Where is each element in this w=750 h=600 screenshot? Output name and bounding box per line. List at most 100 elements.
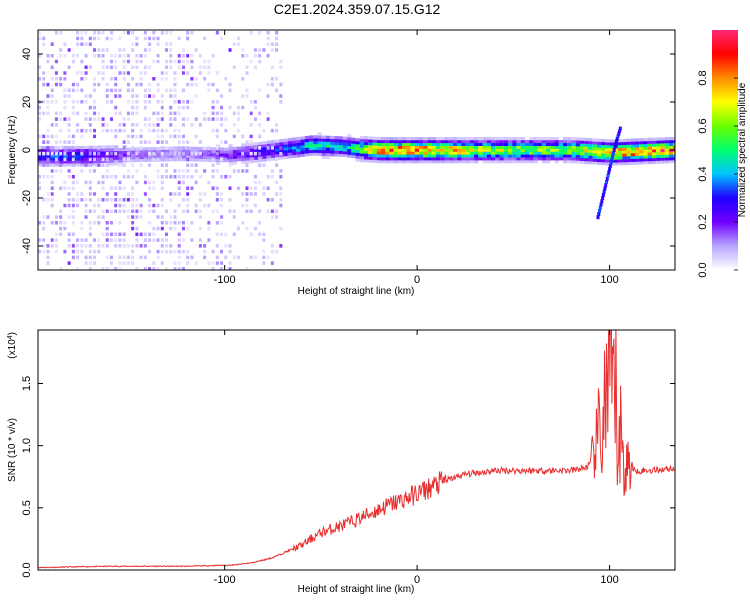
heatmap-cell <box>220 111 224 116</box>
heatmap-cell <box>279 141 284 146</box>
heatmap-cell <box>503 151 509 155</box>
heatmap-cell <box>270 128 274 133</box>
heatmap-cell <box>664 157 669 161</box>
heatmap-cell <box>169 54 173 58</box>
heatmap-cell <box>236 42 240 46</box>
heatmap-cell <box>50 160 56 164</box>
heatmap-cell <box>431 160 437 164</box>
heatmap-cell <box>88 169 92 173</box>
heatmap-cell <box>152 186 156 190</box>
heatmap-cell <box>338 144 343 149</box>
heatmap-cell <box>461 142 466 146</box>
heatmap-cell <box>118 123 122 127</box>
heatmap-cell <box>97 82 101 87</box>
heatmap-cell <box>567 151 572 155</box>
heatmap-cell <box>59 82 63 87</box>
heatmap-cell <box>258 111 262 116</box>
heatmap-cell <box>279 198 283 202</box>
heatmap-cell <box>109 255 113 260</box>
heatmap-cell <box>76 100 80 104</box>
heatmap-cell <box>537 154 542 158</box>
heatmap-cell <box>241 94 245 98</box>
heatmap-cell <box>317 149 322 153</box>
heatmap-cell <box>440 157 445 161</box>
snr-scale-text: (x10 <box>7 339 18 359</box>
heatmap-cell <box>84 203 88 208</box>
heatmap-cell <box>474 139 479 144</box>
heatmap-cell <box>435 160 441 164</box>
heatmap-cell <box>143 123 147 127</box>
heatmap-cell <box>42 244 46 248</box>
heatmap-cell <box>38 54 41 58</box>
heatmap-cell <box>474 151 479 155</box>
heatmap-cell <box>50 134 54 139</box>
y-tick-label: 0.5 <box>21 500 33 515</box>
heatmap-cell <box>152 30 156 35</box>
heatmap-cell <box>160 149 166 153</box>
heatmap-cell <box>203 249 207 254</box>
heatmap-cell <box>207 65 211 70</box>
heatmap-cell <box>647 152 652 156</box>
heatmap-cell <box>224 174 228 179</box>
heatmap-cell <box>135 94 139 98</box>
heatmap-cell <box>186 100 190 104</box>
heatmap-cell <box>410 160 415 164</box>
heatmap-cell <box>258 141 263 145</box>
heatmap-cell <box>419 148 424 152</box>
heatmap-cell <box>292 137 297 141</box>
heatmap-cell <box>101 54 105 58</box>
heatmap-cell <box>118 111 122 116</box>
heatmap-cell <box>465 160 470 164</box>
heatmap-cell <box>444 160 449 164</box>
heatmap-cell <box>626 153 631 157</box>
heatmap-cell <box>93 128 97 133</box>
heatmap-cell <box>262 186 266 190</box>
heatmap-cell <box>270 154 276 158</box>
heatmap-cell <box>165 30 169 35</box>
heatmap-cell <box>558 148 564 152</box>
heatmap-cell <box>482 160 487 164</box>
heatmap-cell <box>588 161 593 165</box>
heatmap-cell <box>249 186 253 190</box>
heatmap-cell <box>249 100 253 104</box>
heatmap-cell <box>596 150 602 154</box>
heatmap-cell <box>520 142 525 146</box>
heatmap-cell <box>245 157 250 161</box>
heatmap-cell <box>321 141 326 145</box>
heatmap-cell <box>114 59 118 64</box>
heatmap-cell <box>88 42 92 46</box>
heatmap-cell <box>643 149 648 153</box>
heatmap-cell <box>410 137 415 141</box>
heatmap-cell <box>160 155 166 159</box>
heatmap-cell <box>152 267 156 270</box>
heatmap-cell <box>258 123 262 127</box>
heatmap-cell <box>673 137 675 141</box>
heatmap-cell <box>372 139 377 143</box>
heatmap-cell <box>236 169 240 173</box>
heatmap-cell <box>67 232 71 237</box>
y-tick-label: 0 <box>21 147 33 153</box>
heatmap-cell <box>220 157 224 162</box>
heatmap-cell <box>614 141 618 146</box>
heatmap-cell <box>270 148 276 152</box>
heatmap-cell <box>126 54 130 58</box>
heatmap-cell <box>338 153 343 157</box>
heatmap-cell <box>105 174 109 179</box>
heatmap-cell <box>537 142 542 146</box>
heatmap-cell <box>385 154 390 158</box>
heatmap-cell <box>376 159 382 164</box>
heatmap-cell <box>601 144 606 148</box>
heatmap-cell <box>215 144 221 148</box>
heatmap-cell <box>575 137 580 141</box>
heatmap-cell <box>245 94 249 98</box>
heatmap-cell <box>194 163 198 167</box>
heatmap-cell <box>283 138 288 142</box>
heatmap-cell <box>253 100 257 104</box>
heatmap-cell <box>220 249 224 254</box>
heatmap-cell <box>406 157 411 161</box>
heatmap-cell <box>601 138 606 143</box>
heatmap-cell <box>165 149 170 153</box>
heatmap-cell <box>605 153 610 157</box>
heatmap-cell <box>177 221 181 225</box>
heatmap-cell <box>169 226 173 231</box>
